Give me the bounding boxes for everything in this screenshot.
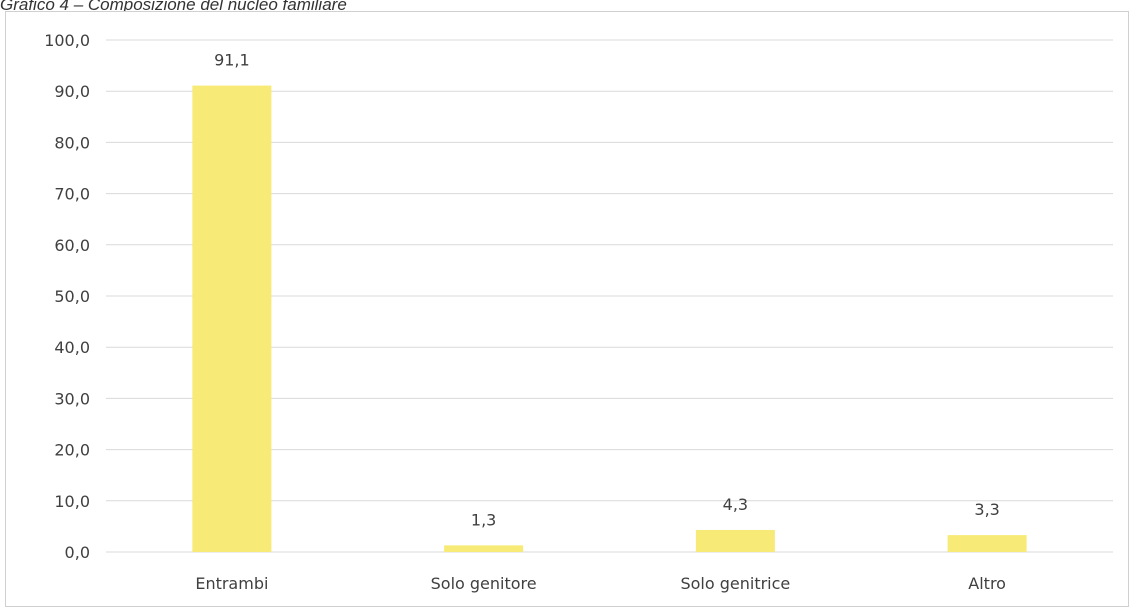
bar-value-label: 3,3 bbox=[974, 500, 999, 519]
figure-caption: Grafico 4 – Composizione del nucleo fami… bbox=[0, 0, 347, 14]
y-tick-label: 100,0 bbox=[44, 31, 90, 50]
bar-value-label: 1,3 bbox=[471, 510, 496, 529]
bar-solo-genitore bbox=[444, 545, 524, 552]
bar-value-label: 4,3 bbox=[723, 495, 748, 514]
bar-solo-genitrice bbox=[695, 529, 775, 552]
gridlines bbox=[106, 39, 1113, 553]
bar-value-label: 91,1 bbox=[214, 51, 250, 70]
bar-entrambi bbox=[192, 85, 272, 553]
y-tick-label: 20,0 bbox=[54, 441, 90, 460]
y-tick-label: 30,0 bbox=[54, 389, 90, 408]
chart-frame: 91,1 1,3 4,3 3,3 0,0 10,0 20,0 30,0 40,0 50,0 60,… bbox=[5, 11, 1129, 607]
y-tick-label: 90,0 bbox=[54, 82, 90, 101]
y-tick-label: 0,0 bbox=[65, 543, 90, 562]
x-tick-label: Altro bbox=[968, 574, 1006, 593]
x-tick-label: Solo genitore bbox=[431, 574, 537, 593]
y-tick-label: 10,0 bbox=[54, 492, 90, 511]
y-axis-tick-labels: 0,0 10,0 20,0 30,0 40,0 50,0 60,0 70,0 80,0 90,0 1… bbox=[44, 31, 90, 562]
y-tick-label: 80,0 bbox=[54, 133, 90, 152]
bar-altro bbox=[947, 535, 1027, 552]
bars bbox=[192, 85, 1027, 553]
y-tick-label: 50,0 bbox=[54, 287, 90, 306]
x-axis-tick-labels: Entrambi Solo genitore Solo genitrice Altro bbox=[195, 574, 1006, 593]
y-tick-label: 70,0 bbox=[54, 185, 90, 204]
x-tick-label: Entrambi bbox=[195, 574, 268, 593]
bar-chart: 91,1 1,3 4,3 3,3 0,0 10,0 20,0 30,0 40,0 50,0 60,… bbox=[44, 31, 1113, 593]
data-labels: 91,1 1,3 4,3 3,3 bbox=[214, 51, 1000, 530]
x-tick-label: Solo genitrice bbox=[680, 574, 790, 593]
y-tick-label: 40,0 bbox=[54, 338, 90, 357]
y-tick-label: 60,0 bbox=[54, 236, 90, 255]
